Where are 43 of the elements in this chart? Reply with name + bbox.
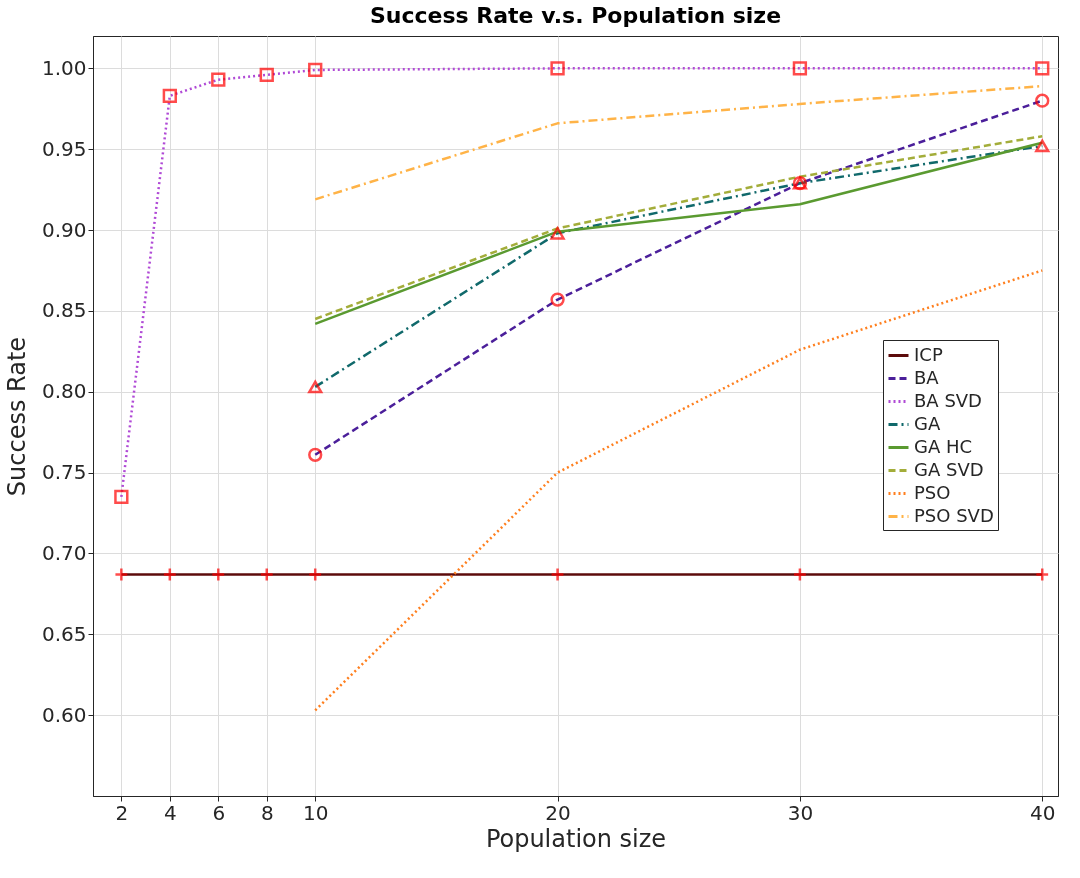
point xyxy=(550,292,565,307)
point xyxy=(550,61,565,76)
x-tick-label: 8 xyxy=(260,800,274,825)
x-tick-label: 30 xyxy=(787,800,814,825)
x-tick-label: 2 xyxy=(115,800,129,825)
chart-title: Success Rate v.s. Population size xyxy=(369,3,782,28)
point xyxy=(1035,139,1050,153)
point xyxy=(308,380,323,394)
point xyxy=(1035,93,1050,108)
legend-label: GA xyxy=(914,412,941,434)
legend-label: GA HC xyxy=(914,435,973,457)
x-axis-title: Population size xyxy=(485,824,667,853)
y-tick-label: 0.70 xyxy=(41,540,87,565)
x-tick-label: 40 xyxy=(1030,800,1056,825)
y-tick-label: 0.95 xyxy=(41,136,87,161)
legend-label: ICP xyxy=(914,343,943,365)
legend-label: BA xyxy=(914,366,940,388)
y-axis-title: Success Rate xyxy=(2,336,31,497)
y-tick-label: 0.65 xyxy=(41,621,87,646)
x-tick-label: 6 xyxy=(212,800,226,825)
point xyxy=(792,61,808,76)
y-tick-label: 0.80 xyxy=(41,379,87,404)
y-tick-label: 0.75 xyxy=(41,460,87,485)
point xyxy=(1035,61,1050,76)
legend-label: BA SVD xyxy=(914,389,982,411)
point xyxy=(259,67,274,82)
y-tick-label: 0.90 xyxy=(41,217,87,242)
y-tick-label: 0.85 xyxy=(41,298,87,323)
point xyxy=(162,88,177,103)
point xyxy=(550,226,565,240)
x-tick-label: 20 xyxy=(545,800,571,825)
point xyxy=(211,72,226,87)
x-tick-label: 4 xyxy=(163,800,177,825)
line-series xyxy=(313,269,1044,712)
legend-label: GA SVD xyxy=(914,458,984,480)
legend-label: PSO SVD xyxy=(914,504,994,526)
point xyxy=(308,62,323,78)
point xyxy=(114,489,129,505)
y-tick-label: 0.60 xyxy=(41,702,87,727)
x-tick-label: 10 xyxy=(303,800,329,825)
legend-label: PSO xyxy=(914,481,951,503)
y-tick-label: 1.00 xyxy=(41,55,87,80)
point xyxy=(308,447,323,462)
